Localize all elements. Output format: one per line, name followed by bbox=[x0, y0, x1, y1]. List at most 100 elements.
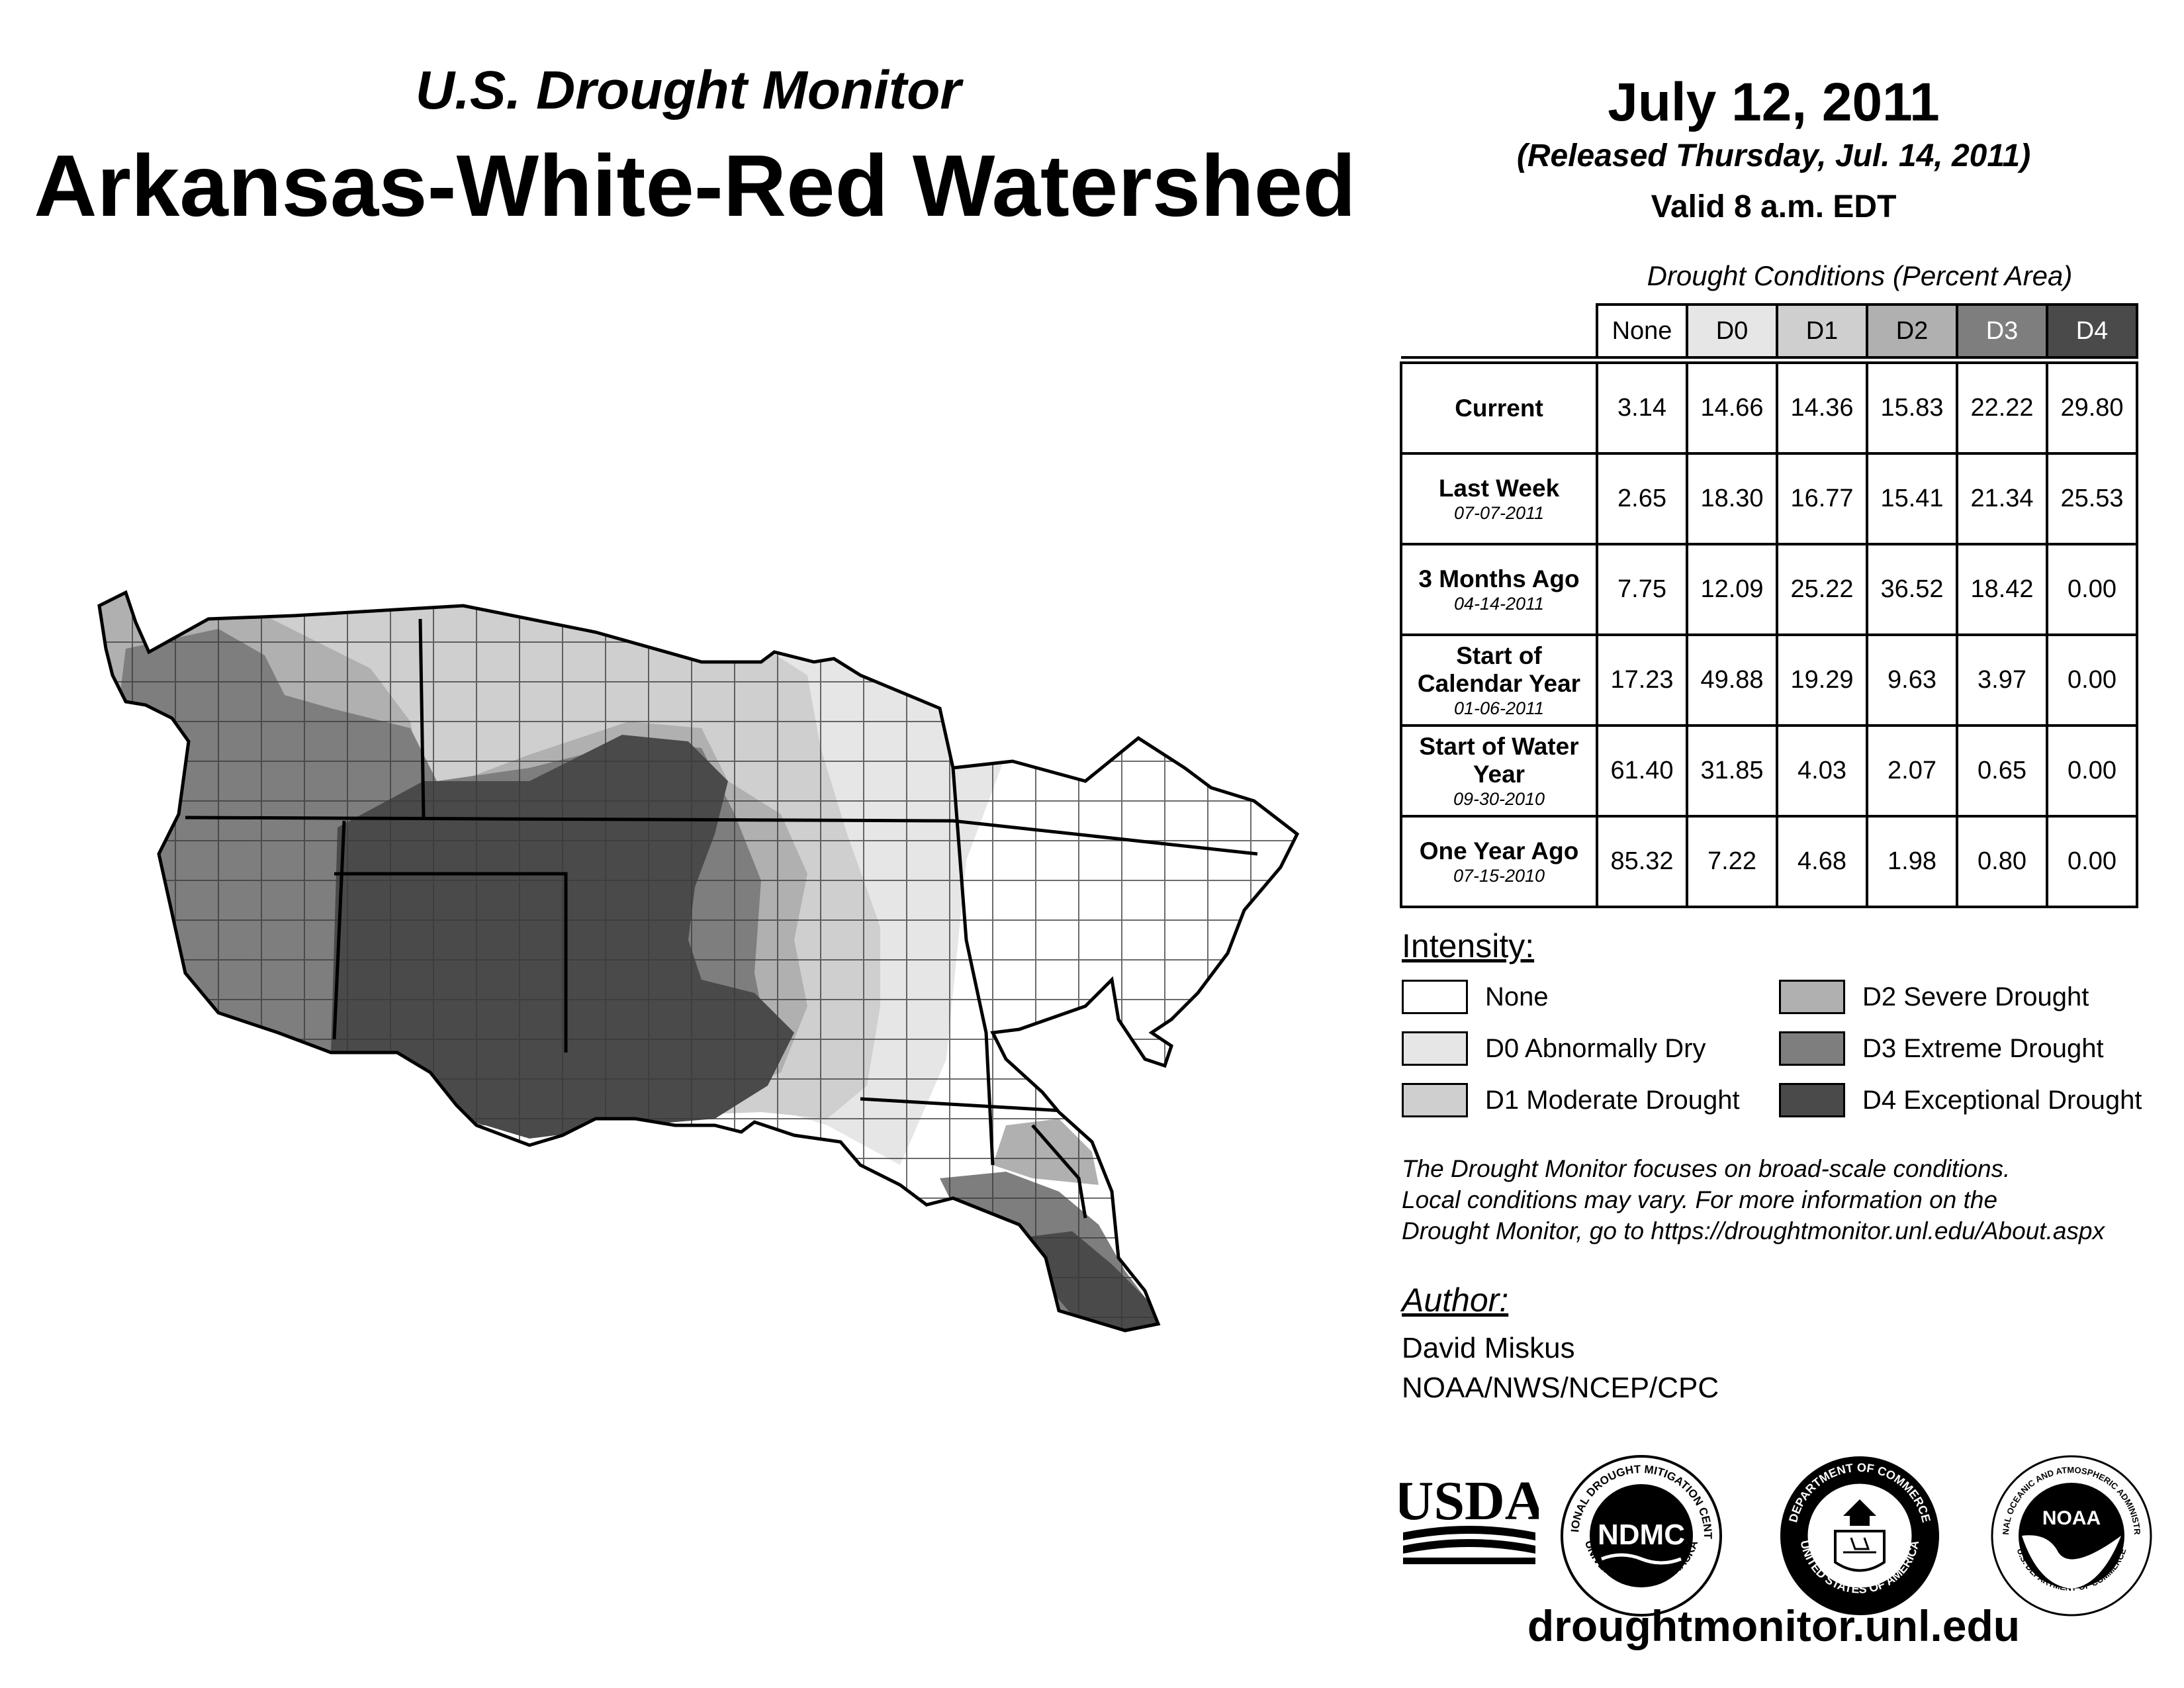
cell-d4: 25.53 bbox=[2046, 452, 2138, 545]
map-subtitle: U.S. Drought Monitor bbox=[415, 60, 962, 120]
release-date: (Released Thursday, Jul. 14, 2011) bbox=[1516, 138, 2031, 173]
row-label: One Year Ago 07-15-2010 bbox=[1400, 815, 1598, 908]
legend-swatch bbox=[1402, 1083, 1468, 1117]
author-name: David Miskus bbox=[1402, 1332, 1575, 1364]
row-date: 04-14-2011 bbox=[1453, 593, 1545, 614]
cell-d0: 14.66 bbox=[1686, 361, 1778, 455]
ship-icon bbox=[1843, 1537, 1876, 1554]
cell-d4: 0.00 bbox=[2046, 724, 2138, 818]
table-header-row: None D0 D1 D2 D3 D4 bbox=[1401, 303, 2138, 359]
map-title: Arkansas-White-Red Watershed bbox=[34, 137, 1356, 234]
disclaimer-line: Drought Monitor, go to https://droughtmo… bbox=[1402, 1217, 2105, 1244]
disclaimer: The Drought Monitor focuses on broad-sca… bbox=[1402, 1153, 2105, 1246]
cell-none: 61.40 bbox=[1596, 724, 1688, 818]
cell-none: 2.65 bbox=[1596, 452, 1688, 545]
cell-d1: 14.36 bbox=[1776, 361, 1868, 455]
cell-d3: 22.22 bbox=[1956, 361, 2048, 455]
cell-d2: 2.07 bbox=[1866, 724, 1958, 818]
doc-inner-disc bbox=[1805, 1481, 1914, 1590]
d4-area-southeast bbox=[1019, 1231, 1165, 1331]
cell-d4: 29.80 bbox=[2046, 361, 2138, 455]
legend-label: D4 Exceptional Drought bbox=[1862, 1086, 2142, 1115]
cell-d1: 4.03 bbox=[1776, 724, 1868, 818]
legend-label: None bbox=[1485, 982, 1549, 1011]
noaa-text: NOAA bbox=[2042, 1507, 2101, 1529]
legend-swatch bbox=[1402, 980, 1468, 1014]
row-label: Current bbox=[1400, 361, 1598, 455]
table-caption: Drought Conditions (Percent Area) bbox=[1647, 260, 2073, 291]
author-org: NOAA/NWS/NCEP/CPC bbox=[1402, 1372, 1719, 1404]
row-label: Start of Calendar Year 01-06-2011 bbox=[1400, 633, 1598, 727]
state-boundaries bbox=[185, 618, 1258, 1219]
ndmc-text: NDMC bbox=[1598, 1519, 1685, 1551]
cell-none: 7.75 bbox=[1596, 543, 1688, 636]
cell-d1: 25.22 bbox=[1776, 543, 1868, 636]
cell-d1: 19.29 bbox=[1776, 633, 1868, 727]
legend-label: D2 Severe Drought bbox=[1862, 982, 2089, 1011]
cell-d0: 7.22 bbox=[1686, 815, 1778, 908]
cell-d0: 49.88 bbox=[1686, 633, 1778, 727]
cell-d1: 16.77 bbox=[1776, 452, 1868, 545]
cell-d3: 0.65 bbox=[1956, 724, 2048, 818]
cell-none: 85.32 bbox=[1596, 815, 1688, 908]
legend-label: D1 Moderate Drought bbox=[1485, 1086, 1740, 1115]
cell-d4: 0.00 bbox=[2046, 633, 2138, 727]
table-row-one-year-ago: One Year Ago 07-15-2010 85.32 7.22 4.68 1… bbox=[1400, 815, 2138, 908]
usda-stripe bbox=[1403, 1558, 1535, 1564]
drought-conditions-table: None D0 D1 D2 D3 D4 Current 3.14 14.66 1… bbox=[1400, 303, 2138, 908]
row-label: Last Week 07-07-2011 bbox=[1400, 452, 1598, 545]
table-row-last-week: Last Week 07-07-2011 2.65 18.30 16.77 15.… bbox=[1400, 452, 2138, 545]
ndmc-wave bbox=[1601, 1553, 1682, 1565]
legend-label: D3 Extreme Drought bbox=[1862, 1034, 2104, 1063]
col-header-d3: D3 bbox=[1956, 303, 2048, 359]
cell-d0: 18.30 bbox=[1686, 452, 1778, 545]
legend-swatch bbox=[1779, 1031, 1845, 1066]
valid-date: July 12, 2011 bbox=[1608, 72, 1940, 132]
cell-d2: 9.63 bbox=[1866, 633, 1958, 727]
usda-text: USDA bbox=[1400, 1470, 1539, 1532]
cell-d1: 4.68 bbox=[1776, 815, 1868, 908]
cell-d0: 31.85 bbox=[1686, 724, 1778, 818]
row-title: 3 Months Ago bbox=[1418, 565, 1580, 592]
cell-d3: 18.42 bbox=[1956, 543, 2048, 636]
disclaimer-line: The Drought Monitor focuses on broad-sca… bbox=[1402, 1155, 2011, 1182]
eagle-icon bbox=[1843, 1499, 1876, 1526]
cell-d3: 21.34 bbox=[1956, 452, 2048, 545]
usda-logo: USDA bbox=[1400, 1470, 1539, 1564]
legend-label: D0 Abnormally Dry bbox=[1485, 1034, 1706, 1063]
usda-stripe bbox=[1403, 1526, 1535, 1540]
table-row-start-calendar-year: Start of Calendar Year 01-06-2011 17.23 4… bbox=[1400, 633, 2138, 727]
legend-heading: Intensity: bbox=[1402, 927, 1535, 964]
col-header-d4: D4 bbox=[2046, 303, 2138, 359]
doc-seal-logo: DEPARTMENT OF COMMERCE UNITED STATES OF … bbox=[1780, 1456, 1939, 1615]
row-label: Start of Water Year 09-30-2010 bbox=[1400, 724, 1598, 818]
col-header-d0: D0 bbox=[1686, 303, 1778, 359]
shield-icon bbox=[1834, 1530, 1886, 1572]
cell-none: 3.14 bbox=[1596, 361, 1688, 455]
cell-d0: 12.09 bbox=[1686, 543, 1778, 636]
table-row-3-months-ago: 3 Months Ago 04-14-2011 7.75 12.09 25.22 … bbox=[1400, 543, 2138, 636]
row-title: Current bbox=[1455, 394, 1543, 422]
cell-d2: 1.98 bbox=[1866, 815, 1958, 908]
row-title: One Year Ago bbox=[1419, 837, 1579, 865]
cell-d3: 0.80 bbox=[1956, 815, 2048, 908]
row-label: 3 Months Ago 04-14-2011 bbox=[1400, 543, 1598, 636]
row-date: 01-06-2011 bbox=[1453, 698, 1545, 718]
col-header-none: None bbox=[1596, 303, 1688, 359]
row-date: 07-07-2011 bbox=[1453, 502, 1545, 523]
cell-d3: 3.97 bbox=[1956, 633, 2048, 727]
usda-stripe bbox=[1403, 1539, 1535, 1554]
table-spacer bbox=[1401, 357, 2137, 363]
col-header-d2: D2 bbox=[1866, 303, 1958, 359]
col-header-d1: D1 bbox=[1776, 303, 1868, 359]
valid-time: Valid 8 a.m. EDT bbox=[1651, 189, 1897, 224]
legend-swatch bbox=[1779, 1083, 1845, 1117]
ndmc-logo: NATIONAL DROUGHT MITIGATION CENTER UNIVE… bbox=[1559, 1453, 1722, 1617]
row-title: Start of Water Year bbox=[1419, 732, 1579, 788]
cell-d4: 0.00 bbox=[2046, 543, 2138, 636]
row-date: 09-30-2010 bbox=[1453, 788, 1545, 809]
row-date: 07-15-2010 bbox=[1453, 865, 1545, 886]
header-corner bbox=[1401, 305, 1597, 359]
author-heading: Author: bbox=[1402, 1282, 1509, 1319]
spacer-cell bbox=[1401, 357, 2137, 363]
